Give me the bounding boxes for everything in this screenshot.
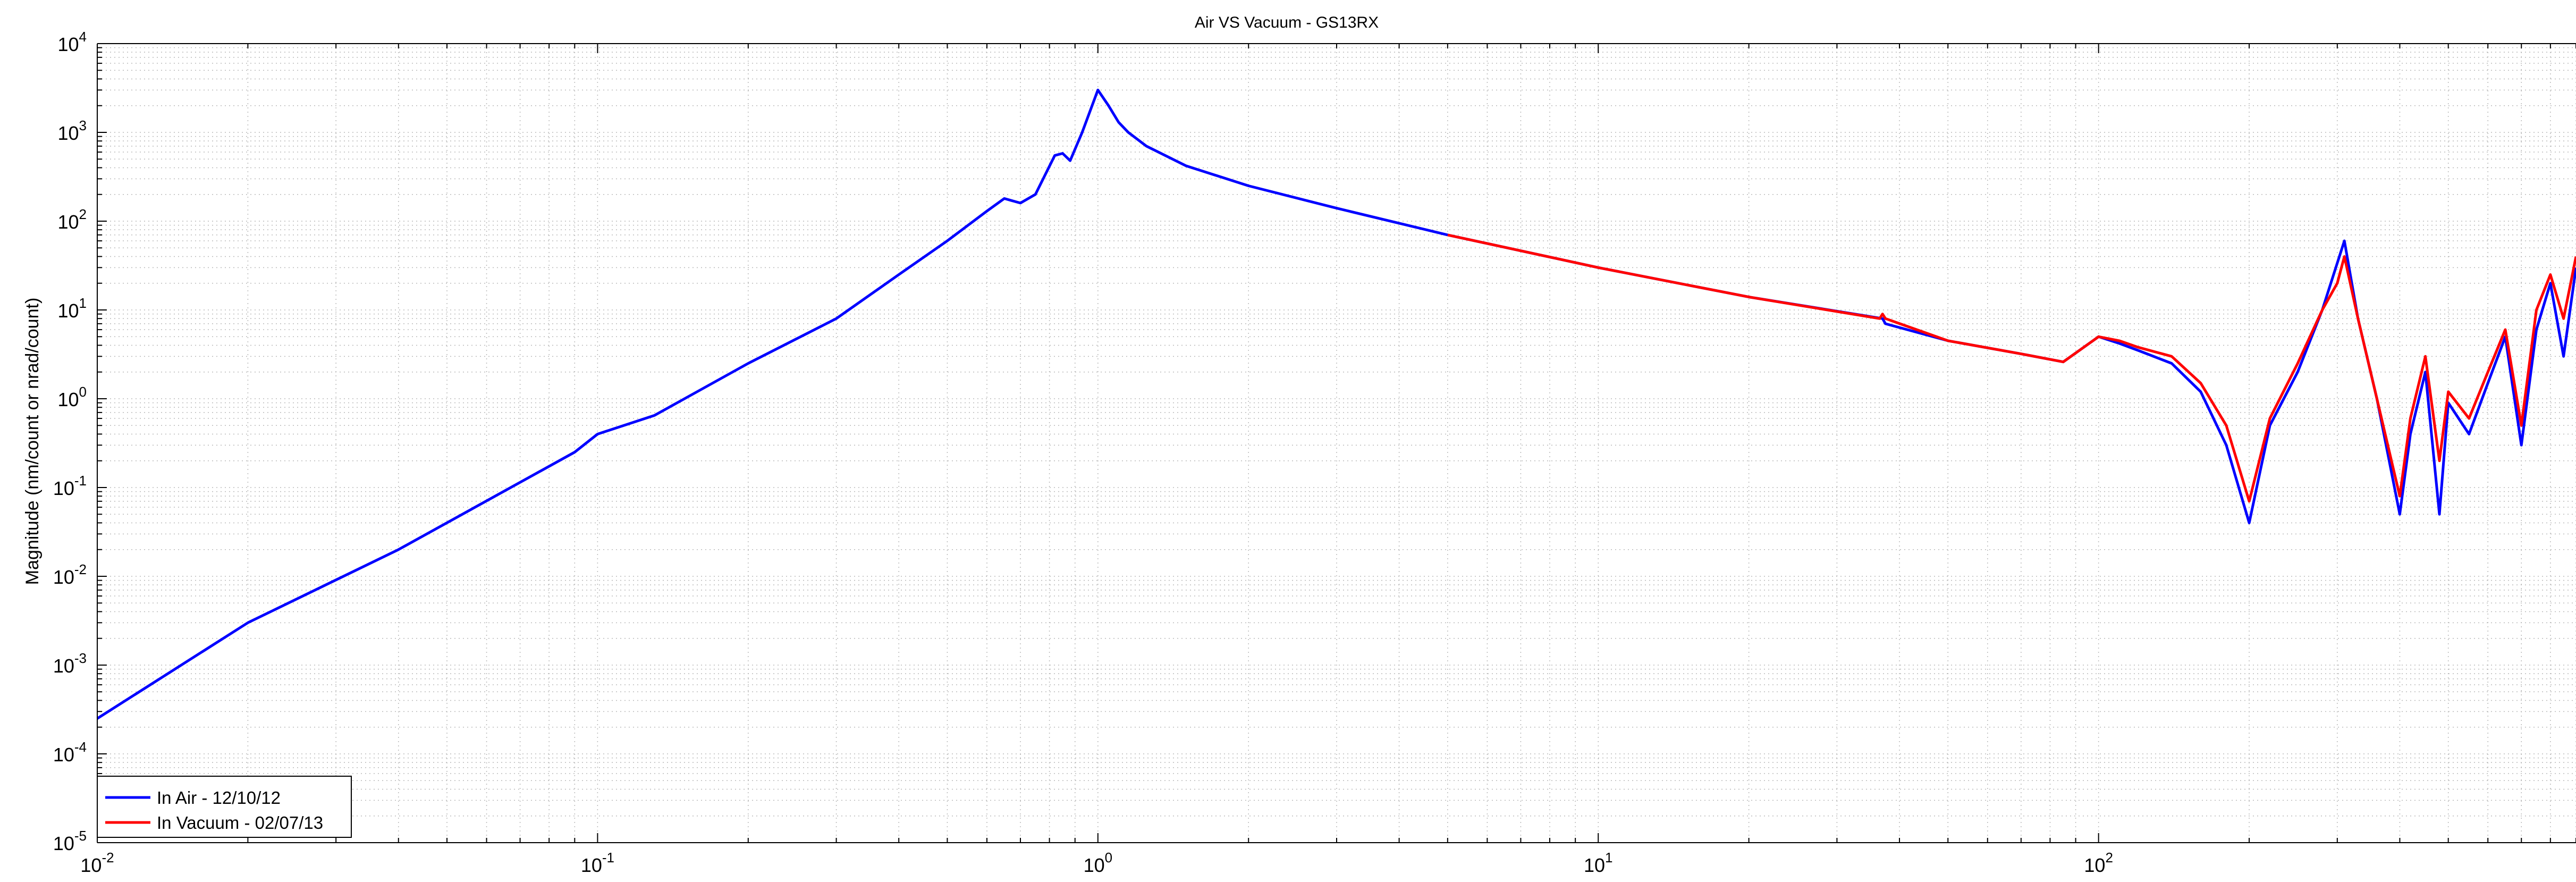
y-tick-label: 104 [57, 29, 87, 55]
chart-title: Air VS Vacuum - GS13RX [1195, 14, 1379, 31]
legend-label-in-vacuum: In Vacuum - 02/07/13 [157, 813, 323, 833]
legend-box [97, 776, 352, 838]
series-line-0 [96, 88, 2576, 720]
y-tick-label: 10-4 [53, 739, 87, 766]
x-tick-label: 10-2 [80, 850, 114, 876]
y-tick-label: 102 [57, 206, 87, 233]
x-tick-label: 102 [2084, 850, 2113, 876]
series-line-1 [1447, 233, 2576, 503]
legend-label-in-air: In Air - 12/10/12 [157, 788, 281, 808]
x-tick-label: 101 [1584, 850, 1613, 876]
y-tick-label: 10-5 [53, 828, 87, 854]
y-tick-label: 101 [57, 295, 87, 322]
y-tick-label: 100 [57, 384, 87, 410]
y-tick-label: 103 [57, 117, 87, 144]
tick-labels: 10-2 10-1 100 101 102 10-5 10-4 10-3 10-2 10-1 100… [53, 29, 2113, 876]
grid-lines [97, 43, 2576, 843]
y-tick-label: 10-3 [53, 650, 87, 677]
legend: In Air - 12/10/12 In Vacuum - 02/07/13 [97, 776, 352, 838]
y-axis-label: Magnitude (nm/count or nrad/count) [22, 298, 43, 585]
x-tick-label: 100 [1084, 850, 1113, 876]
y-tick-label: 10-2 [53, 561, 87, 588]
y-tick-label: 10-1 [53, 473, 87, 499]
series-lines [96, 88, 2576, 720]
axes [97, 43, 2576, 843]
x-tick-label: 10-1 [581, 850, 614, 876]
